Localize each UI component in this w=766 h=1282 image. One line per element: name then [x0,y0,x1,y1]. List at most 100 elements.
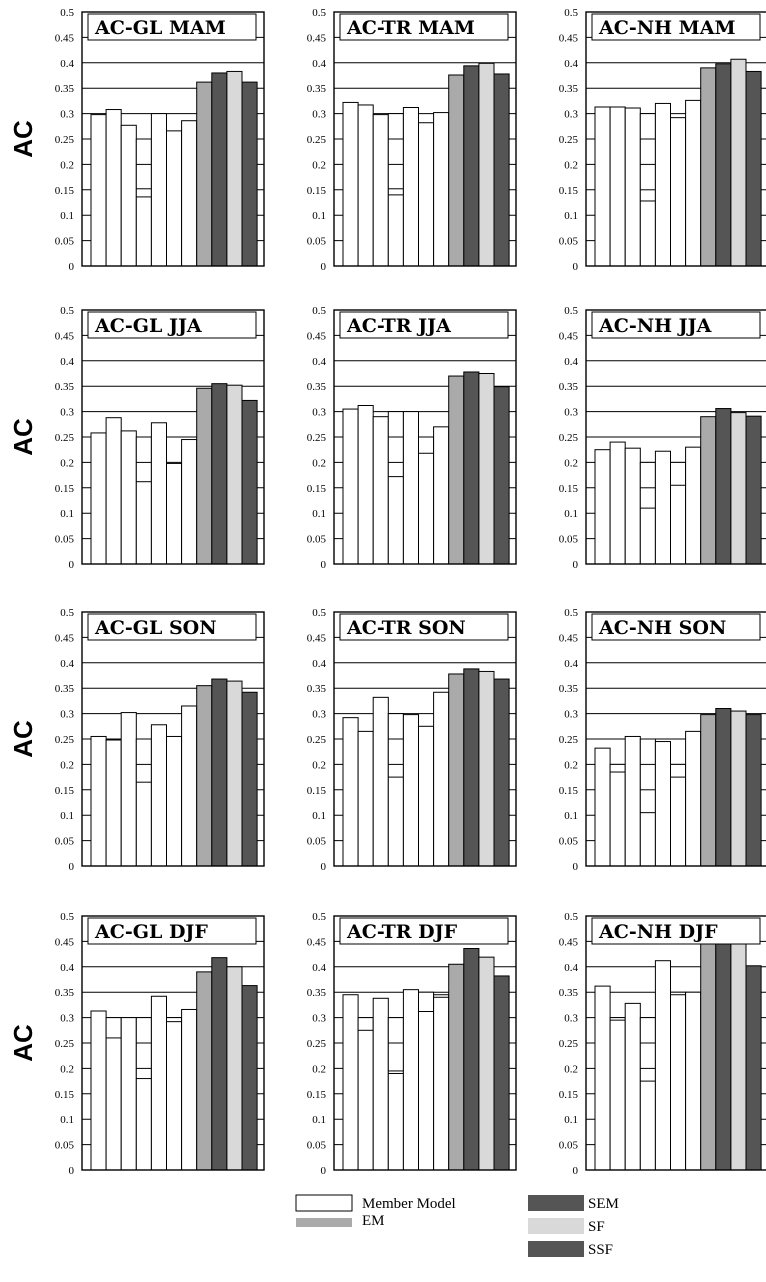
y-tick-label: 0.5 [564,7,578,19]
y-tick-label: 0 [321,559,327,571]
y-tick-label: 0.1 [60,1114,74,1126]
y-tick-label: 0.45 [307,330,327,342]
member-bar [135,1017,152,1171]
title-box [591,311,761,339]
y-tick-label: 0.5 [312,607,326,619]
bar-em [196,971,213,1171]
member-bar [135,436,152,565]
member-bar [594,747,611,867]
member-bar [402,411,419,565]
title-box [87,613,257,641]
member-bar [402,714,419,867]
y-tick-label: 0.5 [60,911,74,923]
y-tick-label: 0.25 [307,134,327,146]
member-bar [166,1017,183,1171]
member-bar [594,106,611,267]
chart-title: AC-NH SON [598,617,726,639]
member-bar [609,1017,626,1171]
panel-ac-tr-djf: 0 0.05 0.1 0.15 0.2 0.25 0.3 0.35 0.4 0.45 0.5 AC-T… [307,911,517,1177]
member-bar [654,450,672,565]
y-tick-label: 0 [321,861,327,873]
y-tick-label: 0.35 [559,83,579,95]
panel-ac-nh-son: 0 0.05 0.1 0.15 0.2 0.25 0.3 0.35 0.4 0.45 0.5 AC-N… [559,607,766,873]
member-bar [372,416,389,565]
y-tick-label: 0.35 [307,987,327,999]
bar-sem [715,408,732,565]
member-bar [685,99,702,267]
y-tick-label: 0 [69,261,75,273]
chart-title: AC-TR DJF [346,921,458,943]
y-tick-label: 0.3 [312,709,326,721]
panel-ac-gl-djf: 0 0.05 0.1 0.15 0.2 0.25 0.3 0.35 0.4 0.45 0.5 AC AC… [8,911,265,1177]
y-tick-label: 0.05 [307,1140,327,1152]
member-bar [418,122,435,267]
bar-ssf [745,415,762,565]
member-bar [418,436,435,565]
y-tick-label: 0.15 [55,785,75,797]
bar-sem [463,65,480,267]
member-bar [342,717,359,867]
y-tick-label: 0.4 [564,58,578,70]
y-tick-label: 0.25 [559,1038,579,1050]
chart-title: AC-NH DJF [598,921,718,943]
y-tick-label: 0.3 [60,709,74,721]
member-bar [90,432,107,565]
plot-frame [585,915,766,1171]
chart-title: AC-NH MAM [598,17,736,39]
y-tick-label: 0.2 [60,457,74,469]
member-bar [670,117,687,267]
legend-label: SSF [588,1242,613,1258]
y-tick-label: 0.45 [307,32,327,44]
member-bar [609,106,626,267]
y-tick-label: 0.5 [312,305,326,317]
bar-sem [463,948,480,1171]
bar-sem [715,933,732,1171]
member-bar [387,411,404,565]
bar-sem [715,63,732,267]
y-tick-label: 0.35 [307,683,327,695]
bar-em [448,375,465,565]
title-box [339,917,509,945]
y-tick-label: 0.2 [564,759,578,771]
y-tick-label: 0.35 [55,83,75,95]
y-tick-label: 0.3 [312,109,326,121]
member-bar [357,104,374,267]
y-tick-label: 0.45 [55,632,75,644]
plot-frame [585,611,766,867]
bar-sem [211,678,228,867]
member-bar [120,712,137,867]
title-box [87,13,257,41]
bar-em [196,81,213,267]
plot-frame [333,611,517,867]
y-tick-label: 0.15 [55,483,75,495]
member-bar [418,991,435,1171]
member-bar [670,763,687,867]
chart-title: AC-GL DJF [94,921,208,943]
y-tick-label: 0.1 [60,210,74,222]
member-bar [357,1017,374,1171]
y-tick-label: 0.25 [55,432,75,444]
member-bar [181,1008,198,1171]
chart-title: AC-TR JJA [346,315,451,337]
member-bar [166,462,183,565]
y-tick-label: 0.05 [55,836,75,848]
y-tick-label: 0.4 [60,658,74,670]
bar-sem [211,383,228,565]
member-bar [654,960,672,1171]
member-bar [342,101,359,267]
y-tick-label: 0.1 [312,810,326,822]
bar-sem [715,708,732,867]
y-tick-label: 0.2 [312,159,326,171]
member-bar [433,426,450,565]
member-bar [639,461,656,565]
title-box [591,13,761,41]
plot-frame [81,915,265,1171]
bar-sem [463,371,480,565]
bar-em [448,74,465,267]
member-bar [105,1017,122,1171]
member-bar [135,738,152,867]
bar-sf [478,956,495,1171]
y-tick-label: 0 [69,1165,75,1177]
y-tick-label: 0.4 [312,658,326,670]
member-bar [150,995,167,1171]
